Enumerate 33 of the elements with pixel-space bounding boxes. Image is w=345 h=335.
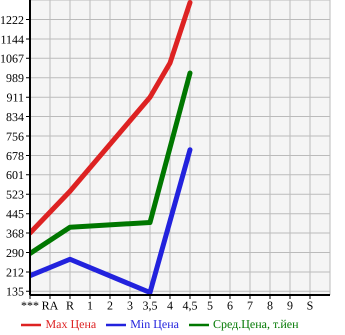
legend-label: Min Цена — [130, 316, 179, 331]
y-tick-label: 1222 — [0, 12, 24, 27]
y-tick-label: 989 — [6, 71, 24, 86]
x-tick-label: 8 — [267, 298, 273, 313]
y-tick-label: 523 — [6, 188, 24, 202]
y-tick-label: 911 — [6, 90, 24, 105]
y-tick-label: 445 — [6, 207, 24, 222]
y-tick-label: 212 — [6, 265, 24, 280]
x-tick-label: *** — [21, 298, 39, 313]
y-tick-label: 1067 — [0, 52, 24, 66]
x-tick-label: 9 — [287, 298, 293, 313]
x-tick-label: 4,5 — [182, 298, 198, 313]
y-tick-label: 601 — [6, 168, 24, 182]
x-tick-label: 6 — [227, 298, 233, 313]
x-tick-label: 1 — [87, 298, 93, 313]
legend-label: Сред.Цена, т.йен — [212, 316, 299, 331]
x-tick-label: 3 — [127, 298, 133, 313]
x-tick-label: 5 — [207, 298, 213, 313]
x-tick-label: R — [66, 298, 74, 313]
x-tick-label: 7 — [247, 298, 253, 313]
y-tick-label: 1144 — [0, 32, 24, 46]
y-tick-label: 756 — [6, 129, 24, 144]
y-tick-label: 290 — [6, 246, 24, 260]
y-tick-label: 368 — [6, 226, 24, 240]
x-tick-label: 4 — [167, 298, 173, 313]
legend-label: Max Цена — [45, 316, 96, 331]
y-tick-label: 834 — [6, 110, 24, 124]
x-tick-label: 2 — [107, 298, 113, 313]
x-tick-label: S — [306, 298, 314, 313]
y-tick-label: 135 — [6, 284, 24, 299]
x-tick-label: 3,5 — [142, 298, 158, 313]
x-tick-label: RA — [42, 298, 59, 313]
y-tick-label: 678 — [6, 148, 24, 163]
